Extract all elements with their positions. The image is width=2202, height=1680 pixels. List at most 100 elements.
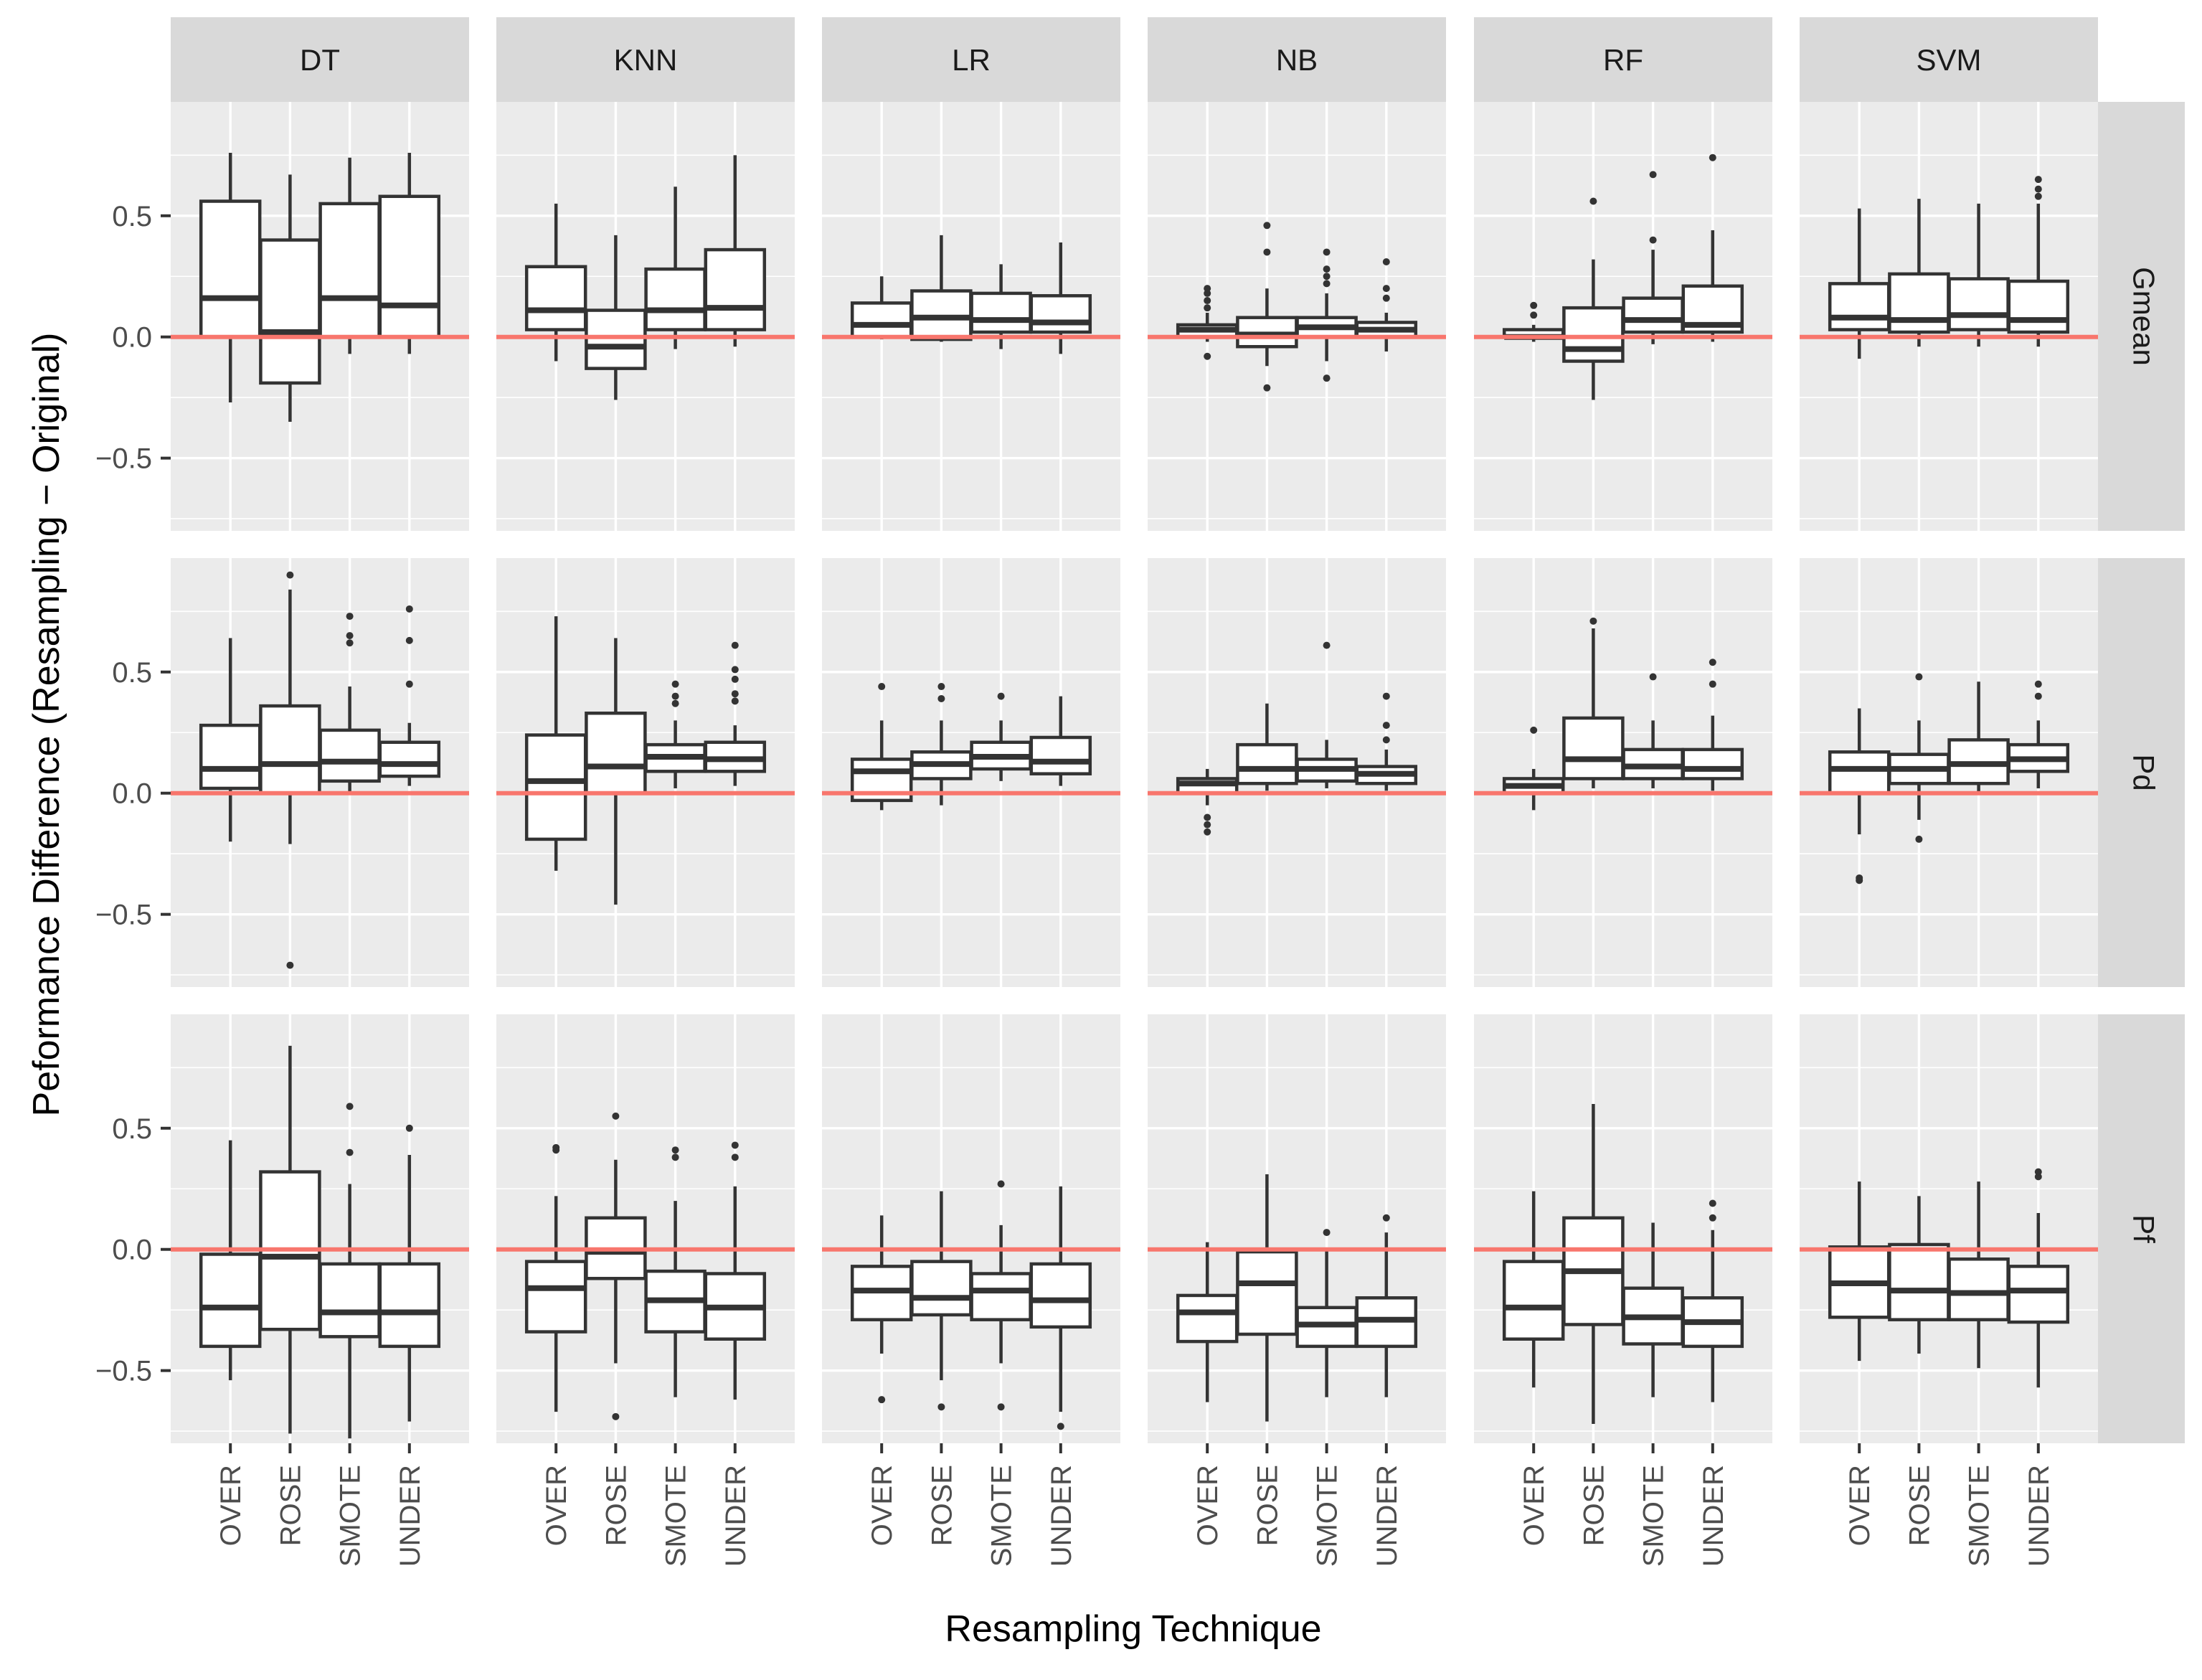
box-iqr bbox=[2007, 1265, 2070, 1324]
outlier-point bbox=[937, 683, 945, 691]
box-iqr bbox=[318, 728, 381, 783]
box-iqr bbox=[970, 1272, 1032, 1321]
outlier-point bbox=[2034, 176, 2042, 184]
strip-label-pd: Pd bbox=[2127, 754, 2160, 791]
strip-col-bg-lr bbox=[822, 17, 1120, 102]
box-iqr bbox=[1622, 296, 1684, 334]
box-smote bbox=[1947, 681, 2010, 793]
box-iqr bbox=[318, 202, 381, 339]
outlier-point bbox=[731, 666, 739, 674]
box-under bbox=[1029, 1186, 1092, 1430]
x-tick-label: OVER bbox=[215, 1465, 247, 1546]
outlier-point bbox=[671, 1153, 679, 1161]
outlier-point bbox=[1323, 248, 1331, 256]
x-tick-label: ROSE bbox=[1252, 1465, 1283, 1546]
box-rose bbox=[585, 638, 647, 905]
outlier-point bbox=[997, 1180, 1005, 1188]
strip-label-lr: LR bbox=[952, 43, 991, 77]
panel-gmean-nb bbox=[1148, 102, 1446, 531]
box-rose bbox=[1236, 222, 1298, 392]
outlier-point bbox=[405, 605, 413, 613]
outlier-point bbox=[2034, 1168, 2042, 1176]
box-under bbox=[1355, 692, 1418, 791]
outlier-point bbox=[1856, 874, 1863, 882]
box-under bbox=[1681, 1199, 1744, 1402]
box-iqr bbox=[644, 267, 707, 331]
outlier-point bbox=[1204, 285, 1211, 293]
outlier-point bbox=[1709, 659, 1716, 666]
outlier-point bbox=[1204, 813, 1211, 821]
y-tick-label: −0.5 bbox=[95, 1356, 152, 1387]
x-tick-label: ROSE bbox=[1578, 1465, 1610, 1546]
outlier-point bbox=[1589, 197, 1597, 205]
box-rose bbox=[1562, 1104, 1625, 1424]
y-tick-label: 0.5 bbox=[112, 201, 152, 232]
box-iqr bbox=[199, 199, 262, 339]
outlier-point bbox=[1709, 1214, 1716, 1222]
outlier-point bbox=[731, 641, 739, 649]
box-iqr bbox=[1502, 1260, 1565, 1341]
outlier-point bbox=[1323, 280, 1331, 288]
y-tick-label: −0.5 bbox=[95, 900, 152, 931]
box-iqr bbox=[850, 301, 913, 339]
panel-pd-rf bbox=[1474, 558, 1772, 987]
box-over bbox=[524, 1143, 587, 1412]
strip-label-nb: NB bbox=[1276, 43, 1318, 77]
outlier-point bbox=[1649, 236, 1657, 244]
box-smote bbox=[970, 264, 1032, 349]
outlier-point bbox=[671, 1146, 679, 1154]
outlier-point bbox=[2034, 192, 2042, 200]
panel-pf-nb bbox=[1148, 1014, 1446, 1443]
box-iqr bbox=[318, 1262, 381, 1339]
outlier-point bbox=[1382, 736, 1390, 744]
box-over bbox=[524, 616, 587, 871]
box-rose bbox=[259, 174, 321, 422]
outlier-point bbox=[878, 683, 886, 691]
y-tick-label: 0.0 bbox=[112, 778, 152, 810]
outlier-point bbox=[1589, 617, 1597, 625]
panel-gmean-rf bbox=[1474, 102, 1772, 531]
box-rose bbox=[1888, 1196, 1950, 1354]
outlier-point bbox=[1263, 222, 1271, 230]
strip-row-bg-gmean bbox=[2098, 102, 2185, 531]
outlier-point bbox=[1382, 258, 1390, 265]
panel-pd-nb bbox=[1148, 558, 1446, 987]
panel-pf-svm bbox=[1800, 1014, 2098, 1443]
outlier-point bbox=[671, 699, 679, 707]
outlier-point bbox=[405, 680, 413, 688]
panel-gmean-lr bbox=[822, 102, 1120, 531]
outlier-point bbox=[1382, 692, 1390, 700]
outlier-point bbox=[1204, 304, 1211, 312]
y-tick-label: 0.0 bbox=[112, 322, 152, 354]
outlier-point bbox=[2034, 680, 2042, 688]
outlier-point bbox=[1382, 294, 1390, 302]
panel-pd-svm bbox=[1800, 558, 2098, 987]
strip-label-dt: DT bbox=[300, 43, 340, 77]
box-iqr bbox=[378, 740, 441, 778]
strip-label-gmean: Gmean bbox=[2127, 267, 2160, 366]
outlier-point bbox=[1530, 726, 1538, 734]
strip-col-bg-knn bbox=[496, 17, 795, 102]
box-under bbox=[1355, 258, 1418, 351]
box-rose bbox=[1888, 673, 1950, 843]
box-smote bbox=[644, 1146, 707, 1397]
outlier-point bbox=[1649, 673, 1657, 681]
strip-row-bg-pf bbox=[2098, 1014, 2185, 1443]
x-tick-label: OVER bbox=[866, 1465, 898, 1546]
x-tick-label: SMOTE bbox=[661, 1465, 692, 1567]
outlier-point bbox=[671, 692, 679, 700]
panel-gmean-knn bbox=[496, 102, 795, 531]
box-rose bbox=[1236, 703, 1298, 791]
outlier-point bbox=[1709, 680, 1716, 688]
outlier-point bbox=[731, 690, 739, 698]
box-iqr bbox=[259, 238, 321, 385]
outlier-point bbox=[997, 1403, 1005, 1411]
box-iqr bbox=[2007, 279, 2070, 334]
outlier-point bbox=[1323, 374, 1331, 382]
box-iqr bbox=[1236, 1250, 1298, 1336]
box-under bbox=[704, 641, 767, 786]
box-under bbox=[1681, 154, 1744, 342]
strip-col-bg-dt bbox=[171, 17, 469, 102]
outlier-point bbox=[346, 1148, 354, 1156]
